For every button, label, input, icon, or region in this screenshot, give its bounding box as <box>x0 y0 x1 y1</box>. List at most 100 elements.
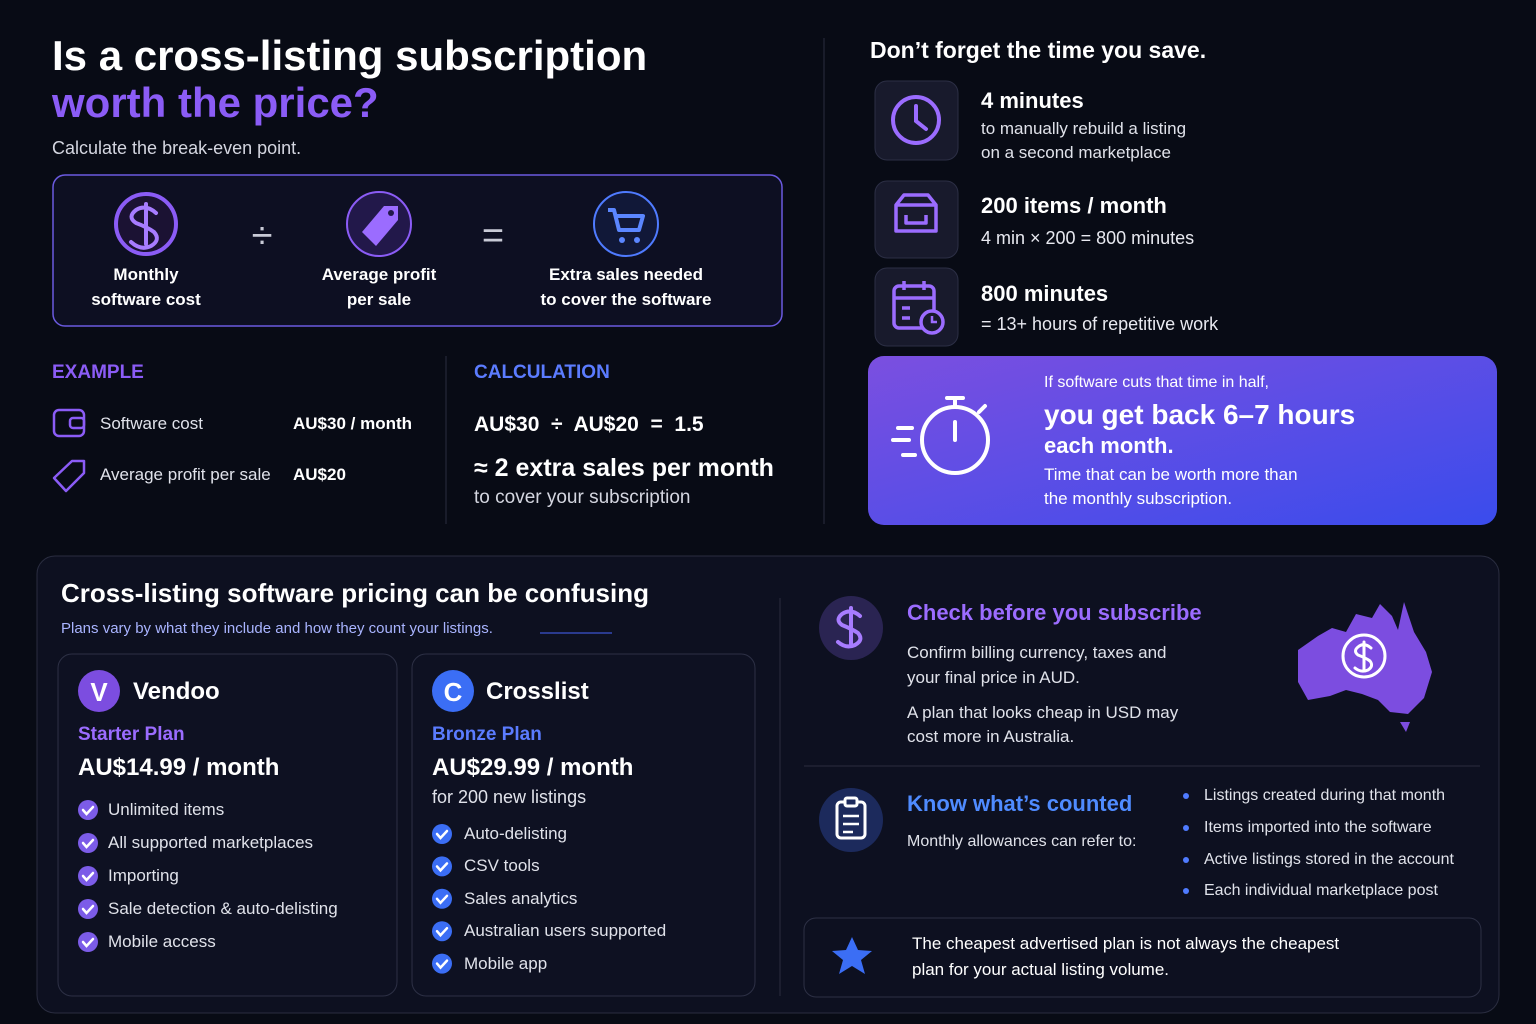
result: ≈ 2 extra sales per month <box>474 454 774 482</box>
dollar-badge <box>819 596 883 660</box>
bullet <box>1183 888 1189 894</box>
callout-headline: each month. <box>1044 433 1174 458</box>
plan-note: for 200 new listings <box>432 787 587 807</box>
australia-map <box>1298 602 1432 732</box>
feature: Auto-delisting <box>464 824 568 843</box>
check-mark <box>81 838 95 849</box>
logo-circle <box>432 670 474 712</box>
check-mark <box>81 904 95 915</box>
feature: Importing <box>108 866 179 885</box>
check-mark <box>435 862 449 873</box>
title: Is a cross-listing subscription <box>52 32 648 79</box>
plan-name: Starter Plan <box>78 724 185 745</box>
operator: ÷ <box>251 215 273 257</box>
check-title: Check before you subscribe <box>907 600 1202 625</box>
check-mark <box>81 871 95 882</box>
feature: Mobile access <box>108 932 216 951</box>
bullet <box>1183 825 1189 831</box>
equation: AU$30 ÷ AU$20 = 1.5 <box>474 413 704 436</box>
tip-line: plan for your actual listing volume. <box>912 960 1170 979</box>
operator: = <box>481 215 505 257</box>
check-mark <box>435 959 449 970</box>
counted-item: Each individual marketplace post <box>1204 882 1438 899</box>
pricing-title: Cross-listing software pricing can be co… <box>61 578 649 608</box>
time-line: on a second marketplace <box>981 143 1171 162</box>
time-title: 4 minutes <box>981 88 1084 113</box>
dollar-icon <box>114 192 178 256</box>
counted-intro: Monthly allowances can refer to: <box>907 833 1137 850</box>
example-value: AU$20 <box>293 465 346 484</box>
formula-label: software cost <box>91 290 201 309</box>
counted-item: Listings created during that month <box>1204 787 1446 804</box>
section-heading: CALCULATION <box>474 362 610 383</box>
example-value: AU$30 / month <box>293 414 413 433</box>
tag-small-icon <box>52 459 86 493</box>
formula-label: Extra sales needed <box>548 265 704 284</box>
result-note: to cover your subscription <box>474 487 691 508</box>
time-line: 4 min × 200 = 800 minutes <box>981 228 1195 248</box>
check-line: Confirm billing currency, taxes and <box>907 643 1167 662</box>
check-icon <box>432 856 452 877</box>
tip-line: The cheapest advertised plan is not alwa… <box>912 934 1340 953</box>
callout-box <box>868 356 1497 525</box>
feature: All supported marketplaces <box>108 833 314 852</box>
formula-label: to cover the software <box>540 290 712 309</box>
check-icon <box>78 932 98 952</box>
formula-label: Monthly <box>113 265 179 284</box>
logo-letter: C <box>443 677 463 707</box>
calendar-icon <box>874 267 959 347</box>
plan-card <box>411 653 756 997</box>
time-line: to manually rebuild a listing <box>981 119 1187 138</box>
stopwatch-icon <box>891 396 990 475</box>
feature: Australian users supported <box>464 921 667 941</box>
example-label: Software cost <box>100 414 203 433</box>
check-icon <box>78 866 98 886</box>
feature: CSV tools <box>464 856 540 876</box>
check-icon <box>78 899 98 919</box>
check-mark <box>81 805 95 816</box>
formula-label: per sale <box>346 290 412 309</box>
brand: Crosslist <box>486 678 589 705</box>
check-mark <box>435 926 449 938</box>
check-line: A plan that looks cheap in USD may <box>907 703 1179 722</box>
pricing-panel <box>36 555 1500 1014</box>
counted-title: Know what’s counted <box>907 791 1133 816</box>
plan-name: Bronze Plan <box>432 724 542 745</box>
logo-letter: V <box>90 677 108 707</box>
counted-item: Items imported into the software <box>1204 819 1432 836</box>
check-line: your final price in AUD. <box>907 668 1080 687</box>
star-icon <box>832 937 872 974</box>
brand: Vendoo <box>133 678 220 705</box>
check-icon <box>78 833 98 853</box>
cart-icon <box>593 191 659 257</box>
tag-icon <box>346 191 412 257</box>
plan-price: AU$29.99 / month <box>432 754 634 781</box>
time-title: 800 minutes <box>981 281 1109 306</box>
check-line: cost more in Australia. <box>907 727 1075 746</box>
feature: Sales analytics <box>464 888 578 908</box>
time-title: 200 items / month <box>981 193 1167 218</box>
time-line: = 13+ hours of repetitive work <box>981 314 1219 334</box>
example-label: Average profit per sale <box>100 465 271 484</box>
wallet-icon <box>52 408 86 438</box>
check-mark <box>81 937 95 948</box>
box-icon <box>874 180 959 259</box>
formula-label: Average profit <box>321 265 437 284</box>
counted-item: Active listings stored in the account <box>1204 851 1454 868</box>
check-mark <box>435 894 449 905</box>
check-mark <box>435 829 449 840</box>
check-icon <box>432 824 452 844</box>
check-icon <box>78 800 98 820</box>
subtitle: Calculate the break-even point. <box>52 138 302 158</box>
plan-price: AU$14.99 / month <box>78 754 280 781</box>
title: worth the price? <box>52 79 379 126</box>
tip-box <box>803 917 1482 998</box>
logo-circle <box>78 670 120 712</box>
callout-intro: If software cuts that time in half, <box>1044 374 1269 391</box>
check-icon <box>432 921 452 942</box>
callout-headline: you get back 6–7 hours <box>1044 399 1356 430</box>
feature: Sale detection & auto-delisting <box>108 899 338 918</box>
bullet <box>1183 793 1189 799</box>
